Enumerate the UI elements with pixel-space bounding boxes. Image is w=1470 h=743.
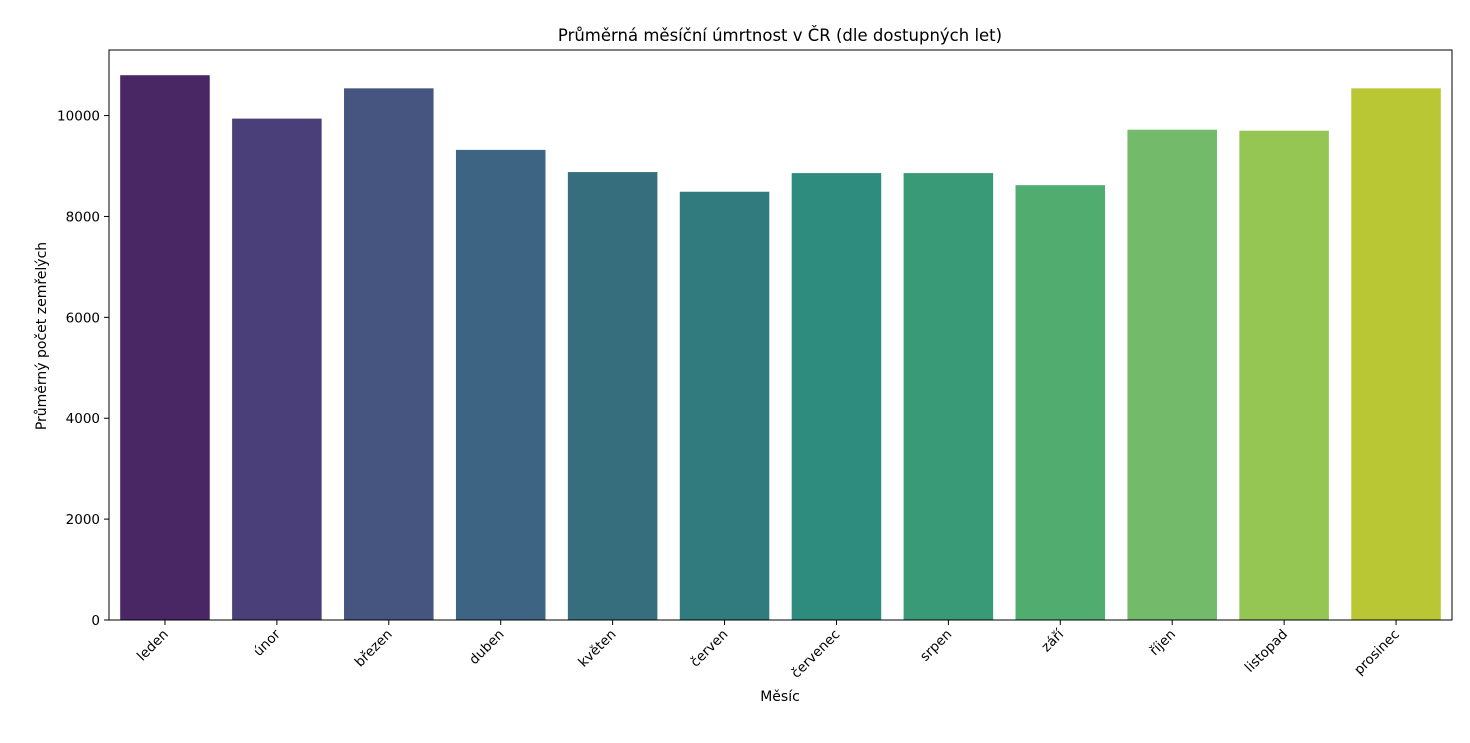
bar-březen <box>344 88 434 620</box>
bar-listopad <box>1239 130 1329 621</box>
plot-frame <box>108 49 1453 621</box>
y-tick-label: 0 <box>91 613 100 629</box>
x-tick-label: březen <box>352 627 396 671</box>
y-axis-label: Průměrný počet zemřelých <box>34 242 50 430</box>
y-tick-label: 8000 <box>66 209 100 225</box>
x-tick-label: leden <box>134 627 172 665</box>
bar-duben <box>455 149 546 620</box>
y-tick-label: 4000 <box>66 411 100 427</box>
bar-září <box>1015 185 1106 620</box>
x-tick-label: říjen <box>1147 627 1179 659</box>
bars-group <box>120 75 1441 621</box>
x-tick-label: listopad <box>1242 627 1291 676</box>
x-tick-label: prosinec <box>1351 627 1403 679</box>
bar-únor <box>232 118 322 620</box>
x-axis: leden únor březen duben květen červen červenec… <box>134 620 1403 682</box>
y-axis: 0 2000 4000 6000 8000 10000 <box>57 109 109 629</box>
x-tick-label: srpen <box>917 627 955 665</box>
bar-leden <box>120 75 210 620</box>
y-tick-label: 6000 <box>66 310 100 326</box>
x-tick-label: duben <box>466 627 507 668</box>
bar-červen <box>679 191 770 621</box>
x-tick-label: květen <box>575 627 619 671</box>
x-tick-label: únor <box>251 626 284 659</box>
x-tick-label: červen <box>687 627 731 671</box>
chart-title: Průměrná měsíční úmrtnost v ČR (dle dost… <box>558 26 1002 45</box>
bar-květen <box>567 172 658 620</box>
x-axis-label: Měsíc <box>760 689 800 705</box>
bar-červenec <box>791 173 882 620</box>
y-tick-label: 10000 <box>57 109 100 125</box>
bar-prosinec <box>1351 88 1441 620</box>
bar-srpen <box>903 173 994 620</box>
x-tick-label: září <box>1038 626 1068 656</box>
y-tick-label: 2000 <box>66 512 100 528</box>
x-tick-label: červenec <box>788 627 843 682</box>
bar-říjen <box>1127 129 1217 621</box>
